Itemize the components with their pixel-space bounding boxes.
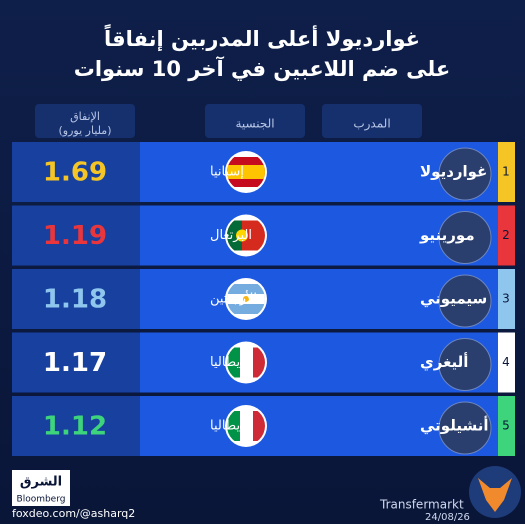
- rank: 3: [502, 292, 510, 306]
- coach-name: مورينيو: [419, 226, 475, 244]
- table-row: 3 سيميوني الأرجنتين 1.18: [12, 269, 515, 329]
- spending: 1.12: [43, 412, 107, 442]
- rank-strip: [498, 396, 515, 456]
- country: البرتغال: [210, 228, 252, 243]
- watermark: foxdeo.com/@asharq2: [12, 507, 135, 520]
- rank: 4: [502, 355, 510, 369]
- spending: 1.17: [43, 348, 107, 378]
- coach-name: غوارديولا: [420, 163, 487, 181]
- fox-icon: [478, 478, 512, 512]
- column-header: الجنسية: [235, 117, 274, 131]
- table-row: 2 مورينيو البرتغال 1.19: [12, 205, 515, 266]
- flag-stripe: [253, 347, 265, 378]
- country: إيطاليا: [210, 355, 244, 370]
- country: إيطاليا: [210, 419, 244, 434]
- rank-strip: [498, 142, 515, 202]
- flag-body: [227, 220, 265, 251]
- value-cell: [12, 269, 140, 329]
- header-cell: [322, 104, 422, 138]
- rank-strip: [498, 205, 515, 266]
- coach-photo: [438, 211, 492, 264]
- coach-name: أليغري: [420, 352, 468, 372]
- flag-stripe: [227, 347, 240, 378]
- flag-body: [227, 411, 265, 441]
- table-row: 4 أليغري إيطاليا 1.17: [12, 332, 515, 393]
- rank: 5: [502, 419, 510, 433]
- header-cell: [205, 104, 305, 138]
- flag-emblem: [236, 229, 248, 242]
- flag: [225, 341, 267, 384]
- coach-photo: [438, 147, 492, 201]
- rank-strip: [498, 332, 515, 393]
- value-cell: [12, 142, 140, 202]
- flag-stripe: [227, 220, 242, 251]
- title-line: غوارديولا أعلى المدربين إنفاقاً: [104, 23, 420, 51]
- coach-photo: [438, 338, 492, 391]
- coach-name: أنشيلوتي: [420, 416, 489, 435]
- flag-body: [227, 347, 265, 378]
- table-row: 5 أنشيلوتي إيطاليا 1.12: [12, 396, 515, 456]
- flag: [225, 278, 267, 320]
- spending: 1.69: [43, 158, 107, 188]
- title-line: على ضم اللاعبين في آخر 10 سنوات: [74, 56, 451, 81]
- flag-stripe: [253, 411, 265, 441]
- rank-strip: [498, 269, 515, 329]
- flag-emblem: [243, 296, 249, 302]
- flag-stripe: [240, 347, 253, 378]
- coach-photo: [438, 401, 492, 455]
- flag-stripe: [227, 411, 240, 441]
- column-header: الإنفاق (مليار يورو): [59, 110, 112, 137]
- value-cell: [12, 332, 140, 393]
- source: Transfermarkt: [379, 498, 464, 512]
- flag-stripe: [227, 165, 265, 179]
- brand-sub: Bloomberg: [17, 495, 66, 505]
- brand-logo: [12, 470, 70, 506]
- flag: [225, 405, 267, 447]
- rank: 1: [502, 165, 510, 179]
- spending: 1.19: [43, 221, 107, 251]
- brand: الشرق: [20, 475, 62, 490]
- flag: [225, 214, 267, 257]
- rows: 1 غوارديولا إسبانيا 1.69 2 مورينيو البرتغال 1.1…: [12, 142, 515, 456]
- country: إسبانيا: [210, 165, 244, 180]
- rank: 2: [502, 228, 510, 242]
- coach-photo: [438, 274, 492, 328]
- flag-body: [227, 157, 265, 187]
- spending: 1.18: [43, 285, 107, 315]
- header-cell: [35, 104, 135, 138]
- table-row: 1 غوارديولا إسبانيا 1.69: [12, 142, 515, 202]
- value-cell: [12, 396, 140, 456]
- coach-name: سيميوني: [420, 290, 487, 308]
- value-cell: [12, 205, 140, 266]
- date: 24/08/26: [425, 512, 470, 523]
- flag-stripe: [240, 411, 253, 441]
- country: الأرجنتين: [210, 290, 257, 307]
- column-header: المدرب: [353, 117, 390, 132]
- flag: [225, 151, 267, 193]
- flag-body: [227, 284, 265, 314]
